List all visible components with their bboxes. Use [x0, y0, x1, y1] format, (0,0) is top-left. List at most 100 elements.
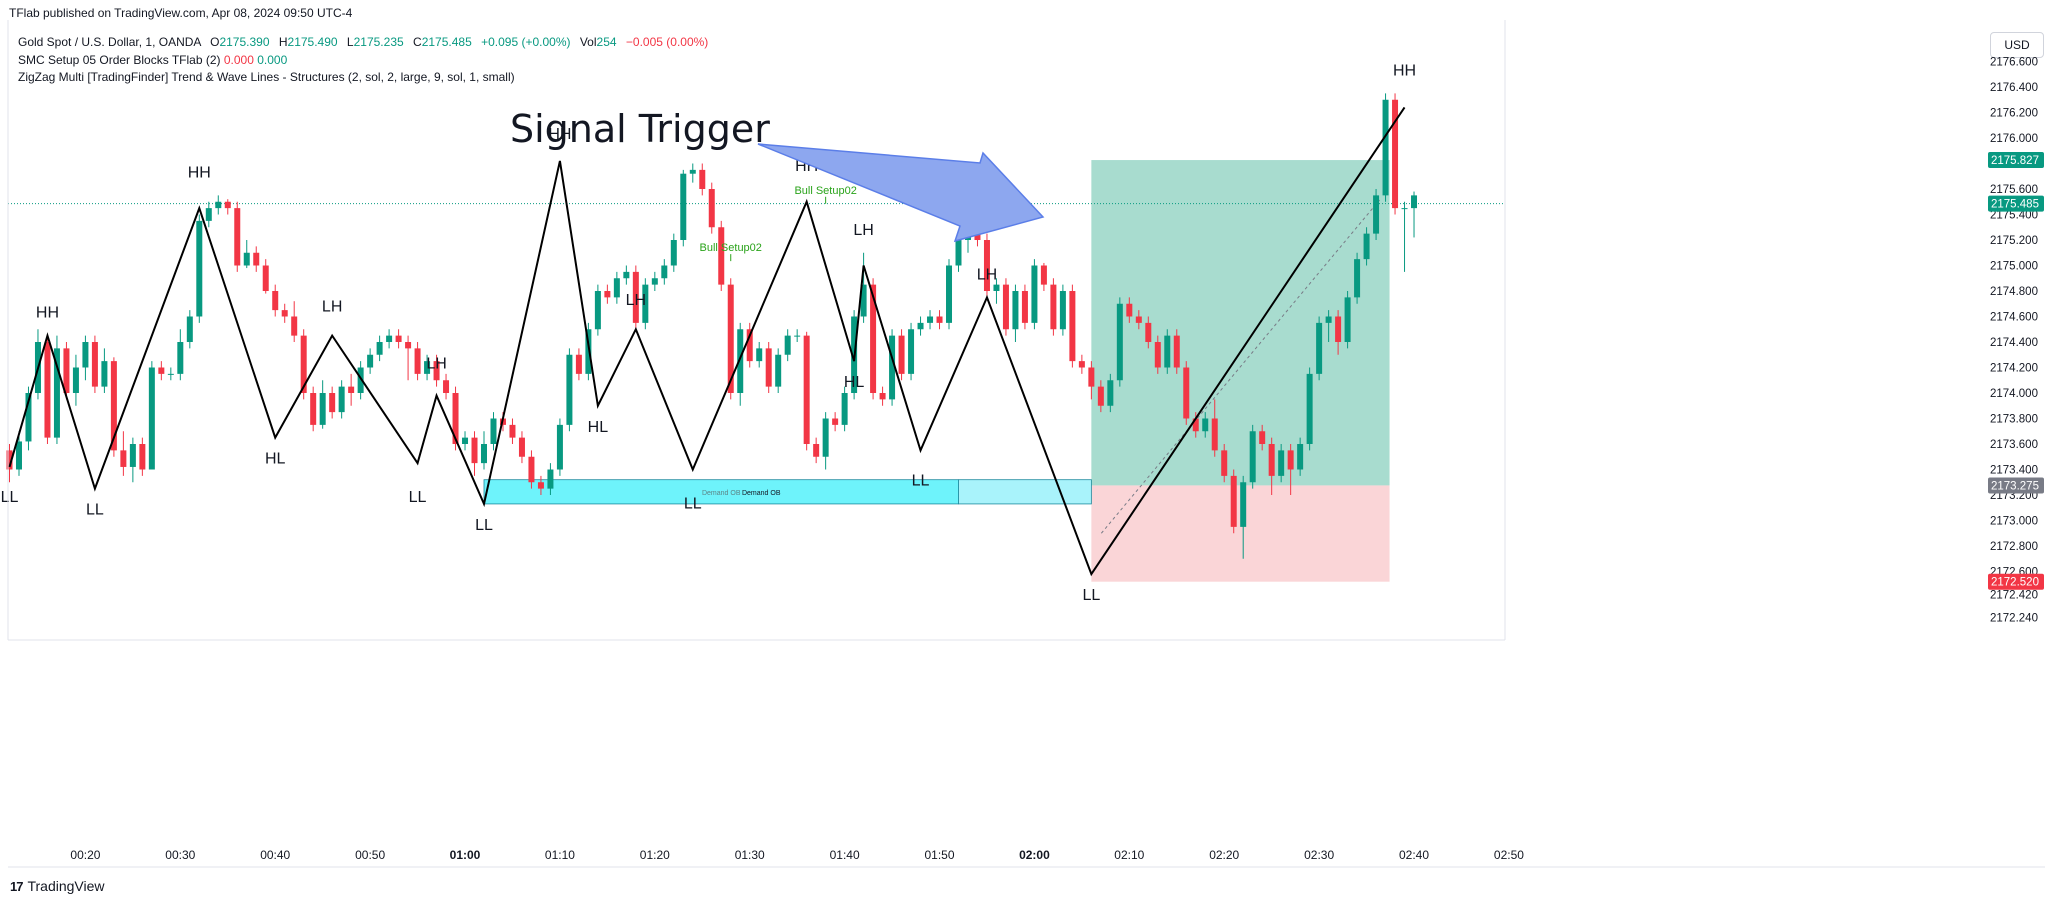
- tradingview-logo-icon: 17: [10, 878, 24, 894]
- candle-down: [528, 456, 535, 483]
- tradingview-brand[interactable]: 17 TradingView: [10, 878, 105, 894]
- swing-label-lh: LH: [322, 298, 342, 315]
- price-tick-label: 2175.600: [1990, 184, 2038, 196]
- brand-name: TradingView: [27, 878, 105, 894]
- legend-indicator-1[interactable]: SMC Setup 05 Order Blocks TFlab (2) 0.00…: [18, 52, 708, 70]
- candle-up: [1116, 303, 1123, 381]
- price-tick-label: 2174.000: [1990, 388, 2038, 400]
- candle-up: [72, 367, 79, 393]
- candle-down: [1050, 284, 1057, 330]
- swing-label-lh: LH: [426, 356, 446, 373]
- candles-layer: [6, 93, 1418, 559]
- candle-down: [262, 265, 269, 291]
- candle-up: [148, 367, 155, 470]
- candle-down: [348, 386, 355, 393]
- demand-ob-zone: [483, 479, 959, 505]
- open-label: O: [210, 35, 220, 49]
- demand-ob-label-ghost: Demand OB: [702, 490, 741, 497]
- candle-down: [832, 418, 839, 425]
- swing-label-ll: LL: [86, 502, 104, 519]
- candle-down: [813, 444, 820, 457]
- time-tick-label: 01:40: [830, 848, 860, 862]
- candle-down: [329, 393, 336, 413]
- low-label: L: [346, 35, 354, 49]
- price-tick-label: 2174.600: [1990, 312, 2038, 324]
- candle-up: [661, 265, 668, 279]
- candle-up: [376, 342, 383, 355]
- time-tick-label: 01:20: [640, 848, 670, 862]
- candle-up: [15, 441, 22, 470]
- chart-legend: Gold Spot / U.S. Dollar, 1, OANDA O2175.…: [18, 34, 708, 87]
- low-value: 2175.235: [353, 35, 404, 49]
- candle-down: [1126, 303, 1133, 317]
- price-badge: [1988, 195, 2044, 212]
- candle-up: [1401, 208, 1408, 210]
- candle-down: [1230, 475, 1237, 527]
- candle-down: [443, 380, 450, 393]
- candle-down: [1211, 418, 1218, 451]
- currency-button[interactable]: USD: [1990, 32, 2044, 58]
- price-tick-label: 2176.400: [1990, 82, 2038, 94]
- symbol-name[interactable]: Gold Spot / U.S. Dollar, 1, OANDA: [18, 35, 201, 49]
- candle-down: [44, 342, 51, 438]
- candle-down: [1173, 335, 1180, 368]
- candle-up: [1297, 444, 1304, 470]
- candle-up: [386, 335, 393, 342]
- candle-down: [405, 342, 412, 349]
- swing-label-hh: HH: [1393, 62, 1416, 79]
- indicator-1-name: SMC Setup 05 Order Blocks TFlab (2): [18, 52, 221, 67]
- price-tick-label: 2173.400: [1990, 465, 2038, 477]
- candle-up: [756, 348, 763, 362]
- candle-down: [898, 335, 905, 374]
- swing-label-ll: LL: [912, 472, 930, 489]
- price-tick-label: 2175.000: [1990, 261, 2038, 273]
- candle-up: [481, 444, 487, 464]
- price-badge: [1988, 152, 2044, 169]
- candle-up: [1012, 291, 1019, 330]
- candle-down: [879, 393, 886, 400]
- time-tick-label: 02:10: [1114, 848, 1144, 862]
- annotation-layer: Signal Trigger: [510, 107, 1045, 243]
- candle-down: [1154, 342, 1161, 368]
- swing-label-hl: HL: [265, 451, 286, 468]
- candle-down: [1069, 291, 1076, 362]
- candle-up: [860, 284, 867, 317]
- signal-trigger-label: Signal Trigger: [510, 107, 770, 151]
- high-value: 2175.490: [287, 35, 338, 49]
- candle-down: [63, 348, 70, 393]
- candle-down: [936, 316, 943, 323]
- indicator-2-name: ZigZag Multi [TradingFinder] Trend & Wav…: [18, 70, 515, 84]
- candle-up: [101, 361, 108, 387]
- candle-up: [556, 424, 563, 470]
- candle-down: [1078, 361, 1085, 368]
- candle-up: [566, 354, 573, 425]
- legend-indicator-2[interactable]: ZigZag Multi [TradingFinder] Trend & Wav…: [18, 69, 708, 87]
- candle-up: [1240, 482, 1247, 527]
- swing-label-hh: HH: [548, 126, 571, 143]
- open-value: 2175.390: [219, 35, 270, 49]
- candle-down: [746, 329, 753, 362]
- swing-label-hl: HL: [588, 419, 609, 436]
- candle-up: [129, 444, 136, 467]
- candle-down: [1097, 386, 1104, 406]
- position-path-line: [1100, 199, 1380, 534]
- price-tick-label: 2176.000: [1990, 133, 2038, 145]
- candle-up: [215, 201, 222, 209]
- candle-down: [718, 227, 725, 285]
- candle-up: [775, 354, 782, 387]
- price-tick-label: 2174.400: [1990, 337, 2038, 349]
- candle-up: [196, 220, 203, 317]
- candle-down: [158, 367, 165, 374]
- signal-arrow-icon: [757, 143, 1045, 243]
- price-tick-label: 2173.600: [1990, 439, 2038, 451]
- candle-down: [281, 310, 288, 317]
- candle-down: [765, 348, 772, 387]
- candle-down: [604, 291, 611, 298]
- price-tick-label: 2175.200: [1990, 235, 2038, 247]
- candle-up: [1411, 195, 1418, 209]
- candle-down: [537, 482, 544, 489]
- candle-up: [889, 335, 896, 400]
- candle-up: [1031, 265, 1038, 323]
- candle-down: [414, 348, 421, 374]
